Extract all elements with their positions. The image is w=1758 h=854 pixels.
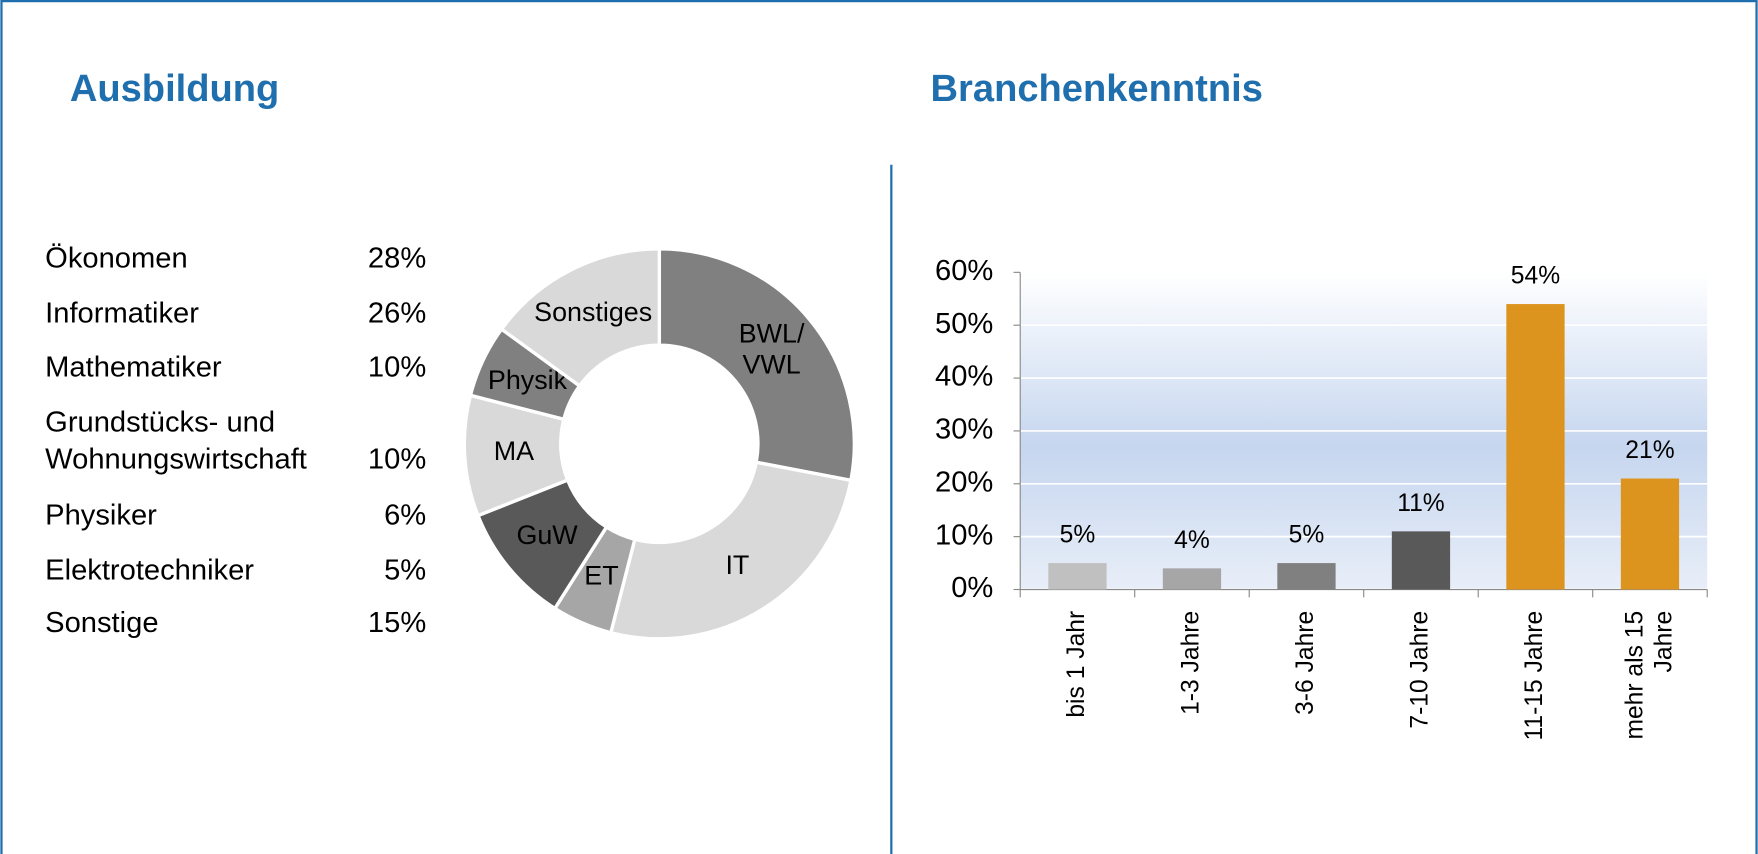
slice-label: Physik <box>488 365 568 395</box>
bar <box>1277 563 1336 590</box>
donut-slice <box>499 247 662 389</box>
y-tick-label: 60% <box>935 255 993 287</box>
table-label: Physiker <box>45 499 157 531</box>
table-value: 28% <box>368 243 426 275</box>
value-label: 4% <box>1174 527 1210 554</box>
table-label: Mathematiker <box>45 351 222 383</box>
x-tick-label: 1-3 Jahre <box>1177 611 1204 715</box>
y-tick-label: 0% <box>951 572 993 604</box>
value-label: 5% <box>1289 522 1325 549</box>
slice-label: BWL/VWL <box>739 318 805 379</box>
slice-label: IT <box>725 550 749 580</box>
bar <box>1506 304 1565 590</box>
table-label: Sonstige <box>45 607 158 639</box>
table-label: Ökonomen <box>45 243 187 275</box>
table-value: 26% <box>368 298 426 330</box>
value-label: 21% <box>1625 437 1674 464</box>
value-label: 5% <box>1060 522 1096 549</box>
slice-label: MA <box>494 436 534 466</box>
x-tick-label: 7-10 Jahre <box>1406 611 1433 729</box>
bar <box>1048 563 1107 590</box>
table-value: 6% <box>384 499 426 531</box>
table-label: Elektrotechniker <box>45 554 254 586</box>
bar <box>1391 531 1451 590</box>
table-label: Informatiker <box>45 298 199 330</box>
table-value: 5% <box>384 554 426 586</box>
table-value: 10% <box>368 351 426 383</box>
x-tick-label: 3-6 Jahre <box>1292 611 1319 715</box>
y-tick-label: 10% <box>935 519 993 551</box>
chart-title: Branchenkenntnis <box>931 68 1263 110</box>
slice-label: Sonstiges <box>534 297 652 327</box>
y-tick-label: 50% <box>935 308 993 340</box>
bar <box>1620 478 1680 590</box>
table-value: 15% <box>368 607 426 639</box>
y-tick-label: 30% <box>935 414 993 446</box>
x-tick-label: 11-15 Jahre <box>1521 611 1548 741</box>
value-label: 11% <box>1397 490 1445 517</box>
x-tick-label: bis 1 Jahr <box>1063 611 1090 718</box>
chart-title: Ausbildung <box>70 68 279 110</box>
y-tick-label: 20% <box>935 466 993 498</box>
bar <box>1162 568 1222 590</box>
slice-label: GuW <box>516 520 578 550</box>
value-label: 54% <box>1511 263 1560 290</box>
x-tick-label: mehr als 15Jahre <box>1621 611 1677 740</box>
donut-slice <box>657 247 857 483</box>
table-label: Grundstücks- und Wohnungswirtschaft <box>45 406 307 475</box>
y-tick-label: 40% <box>935 361 993 393</box>
donut-slice <box>608 460 853 641</box>
table-value: 10% <box>368 443 426 475</box>
slice-label: ET <box>584 561 618 591</box>
